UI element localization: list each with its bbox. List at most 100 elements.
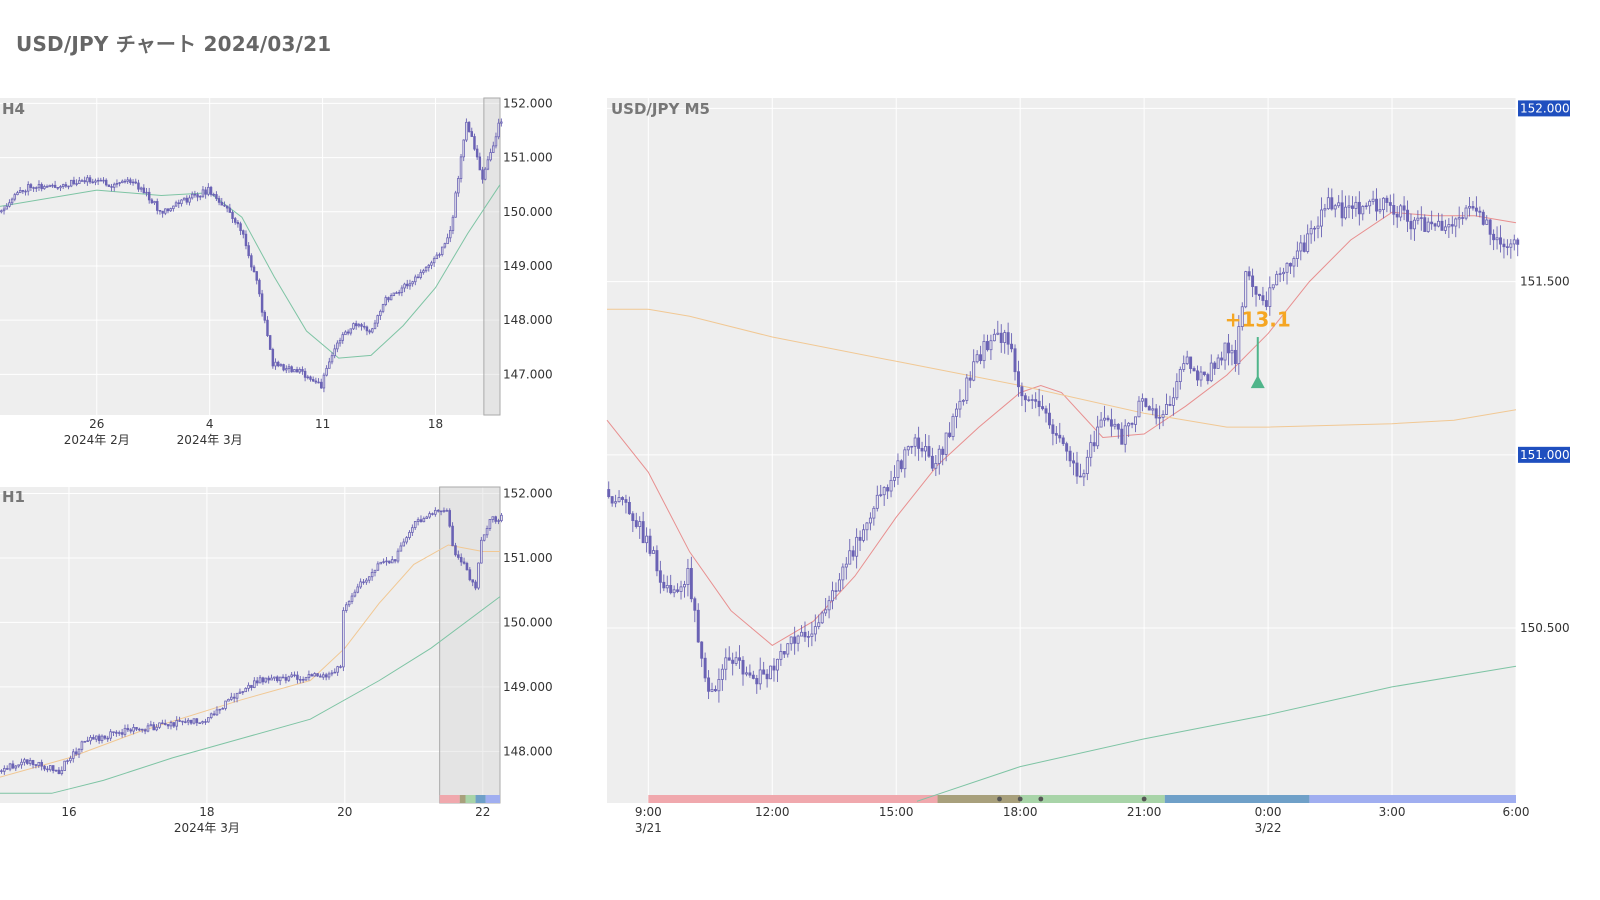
m5-candle-body	[1423, 217, 1427, 232]
h4-candle-body	[451, 216, 455, 231]
m5-candle-body	[999, 332, 1003, 343]
h1-candle-body	[336, 666, 339, 673]
m5-candle-body	[1147, 406, 1151, 411]
h1-candle-body	[316, 673, 319, 677]
h4-candle-body	[174, 202, 178, 207]
m5-candle-body	[1426, 221, 1430, 232]
h1-candle-body	[37, 761, 41, 766]
m5-candle-body	[748, 672, 752, 676]
h4-candle-body	[341, 334, 344, 341]
h4-candle-body	[37, 184, 41, 189]
m5-candle-body	[775, 658, 779, 671]
h4-candle-body	[467, 121, 471, 132]
h4-candle-body	[424, 266, 428, 272]
m5-candle-body	[645, 535, 649, 544]
m5-candle-body	[1292, 258, 1296, 267]
h1-candle-body	[20, 761, 23, 766]
m5-candle-body	[1041, 406, 1045, 410]
m5-candle-body	[806, 636, 810, 638]
h1-x-tick-label: 20	[337, 805, 352, 819]
m5-candle-body	[727, 657, 731, 661]
h4-candle-body	[32, 187, 35, 189]
h4-candle-body	[113, 183, 116, 188]
m5-candle-body	[710, 689, 714, 692]
m5-candles	[607, 187, 1520, 703]
h1-candle-body	[178, 720, 181, 722]
h4-y-tick-label: 148.000	[503, 313, 553, 327]
m5-x-tick-label: 6:00	[1503, 805, 1530, 819]
m5-candle-body	[1461, 217, 1465, 219]
h4-candle-body	[293, 369, 296, 373]
h4-candle-body	[72, 179, 76, 185]
h1-candle-body	[77, 748, 81, 755]
h1-candle-body	[344, 604, 348, 611]
h4-candle-body	[244, 233, 248, 247]
m5-session-segment	[1020, 795, 1165, 803]
m5-x-tick-sublabel: 3/22	[1255, 821, 1282, 835]
m5-candle-body	[1010, 343, 1014, 350]
h4-candle-body	[5, 205, 8, 210]
h1-candle-body	[253, 680, 256, 689]
m5-session-segment	[1164, 795, 1310, 803]
m5-candle-body	[610, 496, 614, 504]
h4-candle-body	[483, 168, 487, 180]
m5-candle-body	[851, 550, 855, 557]
h4-candle-body	[352, 323, 355, 330]
h4-candle-body	[131, 181, 135, 184]
h4-candle-body	[438, 254, 441, 256]
m5-candle-body	[665, 585, 669, 589]
m5-candle-body	[1151, 408, 1155, 411]
m5-candle-body	[713, 689, 717, 692]
m5-candle-body	[676, 589, 680, 592]
h1-candle-body	[454, 545, 457, 556]
h4-candle-body	[204, 189, 207, 195]
h4-candle-body	[274, 361, 277, 367]
h1-candle-body	[89, 736, 92, 742]
h4-candle-body	[121, 180, 124, 184]
m5-candle-body	[910, 445, 914, 448]
h1-candle-body	[376, 563, 380, 571]
m5-candle-body	[1361, 206, 1365, 215]
m5-candle-body	[1499, 237, 1502, 245]
h1-candle-body	[17, 764, 20, 767]
h4-moving-average-line	[0, 184, 501, 359]
m5-candle-body	[689, 568, 693, 600]
h4-x-tick-label: 4	[206, 417, 214, 431]
h4-candle-body	[266, 319, 269, 336]
m5-session-segment	[648, 795, 938, 803]
m5-candle-body	[1371, 198, 1375, 202]
h4-candle-body	[115, 183, 119, 185]
h1-candle-body	[347, 600, 351, 606]
h1-candle-body	[48, 765, 52, 771]
m5-candle-body	[1505, 246, 1509, 248]
m5-session-dot	[1017, 796, 1023, 802]
h1-candle-body	[488, 519, 492, 529]
h4-candle-body	[10, 198, 14, 204]
h4-candle-body	[287, 366, 291, 370]
m5-candle-body	[1096, 426, 1100, 447]
m5-candle-body	[1485, 219, 1489, 225]
h4-candle-body	[150, 199, 154, 204]
h4-candle-body	[67, 185, 70, 188]
m5-candle-body	[1347, 205, 1351, 208]
h4-candle-body	[349, 328, 353, 334]
h4-candle-body	[387, 297, 390, 301]
m5-candle-body	[627, 501, 631, 515]
m5-candle-body	[817, 622, 821, 627]
h1-candle-body	[273, 676, 276, 679]
h4-candle-body	[29, 184, 33, 188]
h1-candle-body	[413, 521, 417, 529]
m5-candle-body	[1392, 205, 1396, 215]
h4-candle-body	[303, 370, 307, 378]
h1-candle-body	[11, 763, 15, 769]
h1-plot-area	[0, 487, 500, 803]
m5-candle-body	[652, 550, 655, 554]
h4-candle-body	[26, 184, 30, 192]
m5-candle-body	[979, 354, 983, 362]
h4-candle-body	[443, 243, 447, 248]
h1-candle-body	[106, 737, 110, 740]
m5-candle-body	[930, 455, 934, 469]
h4-candle-body	[276, 361, 280, 367]
h4-candle-body	[371, 328, 374, 333]
h4-candle-body	[285, 368, 288, 371]
